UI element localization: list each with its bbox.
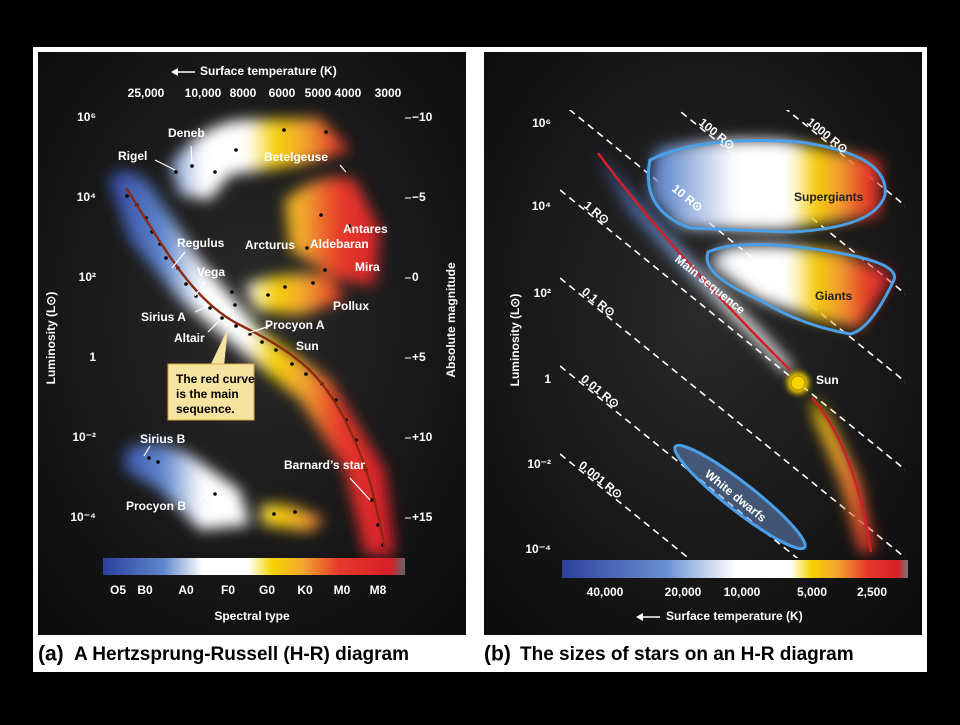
radius-line: [560, 189, 905, 471]
temperature-bar: [562, 560, 908, 578]
top-tick: 5000: [305, 86, 332, 100]
left-tick: 10⁻⁴: [525, 542, 551, 556]
axis-title: Luminosity (L⊙): [508, 294, 522, 387]
star-label: Mira: [355, 260, 380, 274]
star-label: Deneb: [168, 126, 205, 140]
callout-box: [167, 363, 255, 421]
spectral-tick: M0: [334, 583, 351, 597]
spectral-tick: M8: [370, 583, 387, 597]
supergiants-outline: [646, 138, 887, 234]
caption-letter: (b): [484, 643, 511, 666]
region-label: Giants: [815, 289, 853, 303]
sun-marker: [790, 375, 806, 391]
top-tick: 8000: [230, 86, 257, 100]
star-label: Sirius A: [141, 310, 186, 324]
star-label: Pollux: [333, 299, 369, 313]
main-sequence-b: [596, 152, 791, 371]
right-tick: +5: [412, 350, 426, 364]
arrow-head: [171, 68, 178, 76]
star-label: Betelgeuse: [264, 150, 328, 164]
star-label: Sirius B: [140, 432, 186, 446]
left-tick: 10⁶: [532, 116, 551, 130]
leader-lines: [143, 145, 371, 501]
spectral-tick: O5: [110, 583, 126, 597]
star-label: Rigel: [118, 149, 147, 163]
star-label: Regulus: [177, 236, 225, 250]
spectral-tick: F0: [221, 583, 235, 597]
bottom-tick: 20,000: [665, 585, 702, 599]
left-tick: 10⁴: [77, 190, 96, 204]
main-sequence-b-lower: [811, 397, 873, 553]
star-label: Antares: [343, 222, 388, 236]
axis-title: Surface temperature (K): [666, 609, 803, 623]
axis-title: Surface temperature (K): [200, 64, 337, 78]
left-tick: 10²: [534, 286, 551, 300]
callout-text: is the main: [176, 387, 239, 401]
axis-title: Luminosity (L⊙): [44, 292, 58, 385]
caption: The sizes of stars on an H-R diagram: [520, 644, 854, 665]
top-tick: 25,000: [128, 86, 165, 100]
left-tick: 10⁻⁴: [70, 510, 96, 524]
right-tick: −5: [412, 190, 426, 204]
regions-b: [595, 139, 893, 552]
top-tick: 3000: [375, 86, 402, 100]
star-label: Aldebaran: [310, 237, 369, 251]
giants-outline: [705, 242, 896, 336]
right-tick: +10: [412, 430, 433, 444]
star-label: Vega: [197, 265, 225, 279]
caption: A Hertzsprung-Russell (H-R) diagram: [74, 644, 409, 665]
left-tick: 10⁻²: [72, 430, 96, 444]
caption-letter: (a): [38, 643, 64, 666]
bottom-tick: 40,000: [587, 585, 624, 599]
bottom-tick: 5,000: [797, 585, 827, 599]
star-label: Sun: [296, 339, 319, 353]
callout-pointer: [210, 328, 228, 366]
star-label: Arcturus: [245, 238, 295, 252]
spectral-bar: [103, 558, 405, 575]
radius-line: [560, 453, 690, 558]
main-sequence-curve: [124, 187, 387, 549]
right-tick: 0: [412, 270, 419, 284]
axis-title: Spectral type: [214, 609, 290, 623]
top-tick: 6000: [269, 86, 296, 100]
star-regions: [108, 118, 395, 555]
star-label: Procyon B: [126, 499, 186, 513]
star-label: Procyon A: [265, 318, 325, 332]
spectral-tick: B0: [137, 583, 153, 597]
spectral-tick: K0: [297, 583, 313, 597]
left-tick: 1: [89, 350, 96, 364]
spectral-tick: G0: [259, 583, 275, 597]
callout-text: sequence.: [176, 402, 235, 416]
spectral-tick: A0: [178, 583, 194, 597]
white-dwarfs-outline: [673, 443, 807, 551]
bottom-tick: 10,000: [724, 585, 761, 599]
arrow-head: [636, 613, 643, 621]
star-label: Barnard’s star: [284, 458, 365, 472]
axis-title: Absolute magnitude: [444, 262, 458, 378]
left-tick: 10⁴: [532, 199, 551, 213]
region-label: Supergiants: [794, 190, 864, 204]
right-tick: +15: [412, 510, 433, 524]
star-label: Altair: [174, 331, 205, 345]
left-tick: 10⁻²: [527, 457, 551, 471]
top-tick: 10,000: [185, 86, 222, 100]
left-tick: 1: [544, 372, 551, 386]
callout-text: The red curve: [176, 372, 255, 386]
top-tick: 4000: [335, 86, 362, 100]
region-label: Sun: [816, 373, 839, 387]
bottom-tick: 2,500: [857, 585, 887, 599]
left-tick: 10⁶: [77, 110, 96, 124]
left-tick: 10²: [79, 270, 96, 284]
right-tick: −10: [412, 110, 433, 124]
